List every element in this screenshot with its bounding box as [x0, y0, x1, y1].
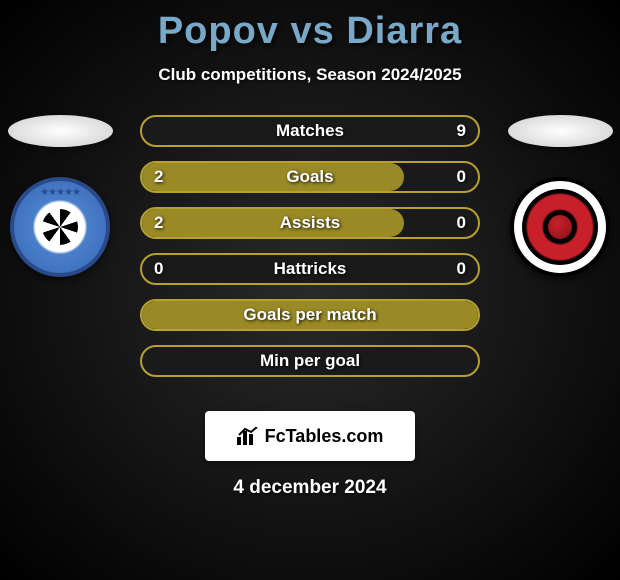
stat-label: Assists: [280, 213, 340, 233]
stat-bar: Matches 9: [140, 115, 480, 147]
player-left-column: [0, 115, 120, 277]
stat-bars: Matches 9 2 Goals 0 2 Assists 0 0 Hattricks 0 Goals…: [140, 115, 480, 377]
stat-value-right: 9: [457, 121, 466, 141]
stat-bar: Goals per match: [140, 299, 480, 331]
comparison-area: Matches 9 2 Goals 0 2 Assists 0 0 Hattricks 0 Goals…: [0, 115, 620, 395]
chart-icon: [237, 427, 259, 445]
player-left-avatar: [8, 115, 113, 147]
stat-bar: Min per goal: [140, 345, 480, 377]
stat-label: Hattricks: [274, 259, 347, 279]
site-badge: FcTables.com: [205, 411, 415, 461]
stat-value-left: 2: [154, 213, 163, 233]
date-label: 4 december 2024: [0, 477, 620, 499]
stat-value-right: 0: [457, 213, 466, 233]
stat-bar-fill: [142, 163, 404, 191]
stat-value-left: 0: [154, 259, 163, 279]
club-badge-right: [510, 177, 610, 277]
stat-value-right: 0: [457, 167, 466, 187]
subtitle: Club competitions, Season 2024/2025: [0, 65, 620, 85]
stat-value-left: 2: [154, 167, 163, 187]
stat-value-right: 0: [457, 259, 466, 279]
player-right-column: [500, 115, 620, 277]
stat-bar: 0 Hattricks 0: [140, 253, 480, 285]
club-badge-left: [10, 177, 110, 277]
stat-bar: 2 Assists 0: [140, 207, 480, 239]
player-right-avatar: [508, 115, 613, 147]
stat-bar-fill: [142, 209, 404, 237]
stat-label: Goals per match: [243, 305, 376, 325]
site-name: FcTables.com: [265, 426, 384, 447]
stat-label: Goals: [286, 167, 333, 187]
page-title: Popov vs Diarra: [0, 0, 620, 53]
stat-label: Matches: [276, 121, 344, 141]
stat-label: Min per goal: [260, 351, 360, 371]
stat-bar: 2 Goals 0: [140, 161, 480, 193]
